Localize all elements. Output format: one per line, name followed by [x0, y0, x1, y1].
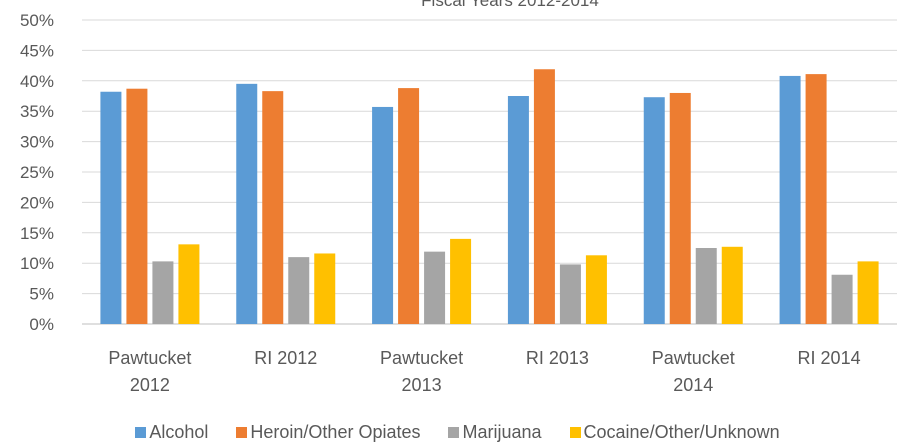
bar: [372, 106, 394, 324]
bar: [398, 88, 420, 324]
bar: [585, 255, 607, 324]
bar: [779, 75, 801, 324]
legend-label: Marijuana: [462, 422, 542, 442]
y-tick-label: 25%: [20, 163, 54, 182]
y-tick-label: 35%: [20, 102, 54, 121]
bar: [559, 264, 581, 324]
bar: [507, 96, 529, 324]
y-tick-label: 20%: [20, 193, 54, 212]
bar: [533, 69, 555, 324]
y-tick-label: 50%: [20, 11, 54, 30]
chart-title: Fiscal Years 2012-2014: [421, 0, 599, 10]
bar: [831, 274, 853, 324]
x-tick-label: RI 2013: [526, 348, 589, 368]
bar: [669, 92, 691, 325]
bar: [857, 261, 879, 324]
bar: [262, 91, 284, 324]
legend-item: Alcohol: [135, 422, 208, 443]
y-tick-label: 15%: [20, 224, 54, 243]
bar: [721, 246, 743, 324]
legend-item: Marijuana: [448, 422, 542, 443]
bar: [643, 97, 665, 324]
legend-swatch: [236, 427, 248, 438]
legend-label: Heroin/Other Opiates: [250, 422, 421, 442]
y-tick-label: 30%: [20, 133, 54, 152]
x-tick-label: Pawtucket 2012: [108, 348, 191, 395]
y-tick-label: 40%: [20, 72, 54, 91]
bar: [126, 88, 148, 324]
bar-chart: Fiscal Years 2012-2014 0% 5% 10% 15% 20% 25% 3…: [20, 0, 897, 395]
bar: [314, 253, 336, 324]
legend: Alcohol Heroin/Other Opiates Marijuana Coca…: [0, 421, 915, 444]
x-tick-label: RI 2014: [798, 348, 861, 368]
y-tick-label: 5%: [29, 285, 54, 304]
x-tick-label: RI 2012: [254, 348, 317, 368]
bar: [424, 251, 446, 324]
bar: [236, 83, 258, 324]
legend-label: Cocaine/Other/Unknown: [583, 422, 780, 442]
legend-swatch: [569, 427, 581, 438]
gridlines: [82, 19, 897, 325]
legend-swatch: [448, 427, 460, 438]
legend-label: Alcohol: [149, 422, 209, 442]
bar: [288, 257, 310, 324]
bars: [100, 69, 879, 325]
bar: [178, 244, 200, 324]
bar: [695, 248, 717, 324]
bar: [100, 91, 122, 324]
bar: [450, 238, 472, 324]
x-tick-label: Pawtucket 2013: [380, 348, 463, 395]
bar: [152, 261, 174, 324]
y-axis: 0% 5% 10% 15% 20% 25% 30% 35% 40% 45% 50%: [20, 11, 54, 334]
legend-swatch: [135, 427, 147, 438]
x-tick-label: Pawtucket 2014: [652, 348, 735, 395]
y-tick-label: 10%: [20, 254, 54, 273]
legend-item: Heroin/Other Opiates: [236, 422, 420, 443]
bar: [805, 74, 827, 324]
legend-item: Cocaine/Other/Unknown: [569, 422, 780, 443]
x-axis: Pawtucket 2012 RI 2012 Pawtucket 2013 RI 2013…: [108, 348, 860, 395]
y-tick-label: 45%: [20, 41, 54, 60]
y-tick-label: 0%: [29, 315, 54, 334]
